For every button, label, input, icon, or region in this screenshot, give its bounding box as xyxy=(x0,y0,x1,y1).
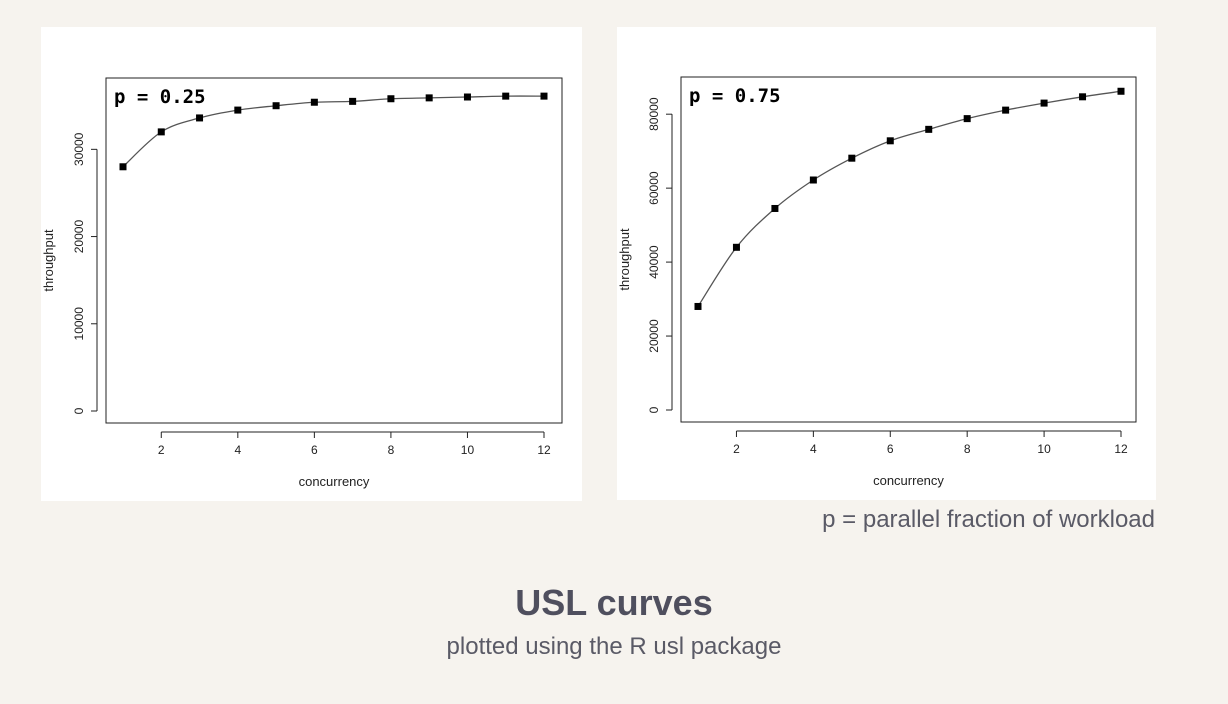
chart-panel-p025: 2 4 6 8 10 12 0 10000 20000 30000 concurrency throu… xyxy=(41,27,582,501)
usl-fit-curve xyxy=(697,90,1122,307)
data-point xyxy=(196,114,204,122)
x-axis-title: concurrency xyxy=(299,474,370,489)
x-tick-label: 2 xyxy=(158,443,165,457)
x-tick-label: 8 xyxy=(388,443,395,457)
data-point xyxy=(387,95,395,103)
plot-frame xyxy=(105,77,563,424)
data-point xyxy=(349,97,357,105)
y-axis-title: throughput xyxy=(617,228,632,291)
data-point xyxy=(886,137,894,145)
data-point xyxy=(732,243,740,251)
y-axis-title: throughput xyxy=(41,229,56,292)
data-point xyxy=(1079,93,1087,101)
data-point xyxy=(1040,99,1048,107)
usl-chart-p025: 2 4 6 8 10 12 0 10000 20000 30000 concurrency throu… xyxy=(41,77,563,489)
data-point xyxy=(925,125,933,133)
data-point xyxy=(540,92,548,100)
x-tick-label: 6 xyxy=(311,443,318,457)
data-point xyxy=(463,93,471,101)
data-point xyxy=(157,128,165,136)
y-tick-label: 20000 xyxy=(647,319,661,353)
data-point xyxy=(1002,106,1010,114)
y-tick-label: 60000 xyxy=(647,171,661,205)
parallel-fraction-annotation: p = 0.75 xyxy=(689,85,781,107)
data-point xyxy=(1117,87,1125,95)
data-point xyxy=(771,204,779,212)
x-axis-title: concurrency xyxy=(873,473,944,488)
y-tick-label: 0 xyxy=(72,407,86,414)
data-point xyxy=(848,154,856,162)
y-tick-label: 80000 xyxy=(647,97,661,131)
y-tick-label: 10000 xyxy=(72,307,86,341)
data-point xyxy=(694,302,702,310)
data-point xyxy=(502,92,510,100)
x-tick-label: 10 xyxy=(461,443,475,457)
parallel-fraction-annotation: p = 0.25 xyxy=(114,86,206,108)
data-point xyxy=(425,94,433,102)
y-tick-label: 30000 xyxy=(72,132,86,166)
y-tick-label: 40000 xyxy=(647,245,661,279)
data-point xyxy=(963,115,971,123)
x-tick-label: 10 xyxy=(1037,442,1051,456)
data-point xyxy=(272,102,280,110)
data-point xyxy=(119,163,127,171)
chart-panel-p075: 2 4 6 8 10 12 0 20000 40000 60000 80000 concurrency… xyxy=(617,27,1156,500)
usl-chart-p075: 2 4 6 8 10 12 0 20000 40000 60000 80000 concurrency… xyxy=(617,76,1137,488)
x-tick-label: 6 xyxy=(887,442,894,456)
data-point xyxy=(310,98,318,106)
data-point xyxy=(234,106,242,114)
slide-subtitle: plotted using the R usl package xyxy=(446,633,782,660)
y-tick-label: 20000 xyxy=(72,220,86,254)
x-tick-label: 4 xyxy=(810,442,817,456)
x-tick-label: 4 xyxy=(234,443,241,457)
x-tick-label: 2 xyxy=(733,442,740,456)
footnote: p = parallel fraction of workload xyxy=(822,506,1155,533)
data-point xyxy=(809,176,817,184)
y-tick-label: 0 xyxy=(647,406,661,413)
slide-title: USL curves xyxy=(515,582,713,623)
x-tick-label: 12 xyxy=(1114,442,1128,456)
x-tick-label: 12 xyxy=(537,443,551,457)
plot-frame xyxy=(680,76,1137,423)
x-tick-label: 8 xyxy=(964,442,971,456)
